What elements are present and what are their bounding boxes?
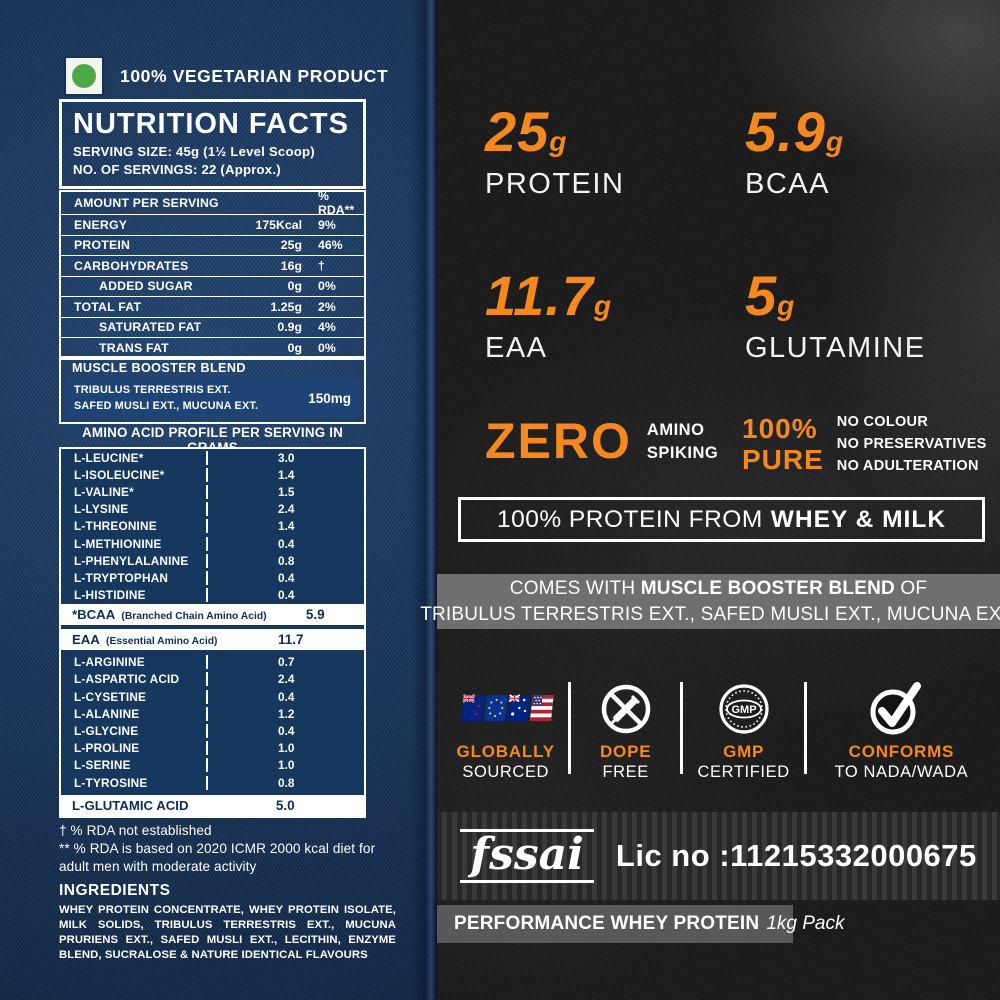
glutamic-acid-row: L-GLUTAMIC ACID 5.0 <box>61 795 364 817</box>
table-row: TOTAL FAT 1.25g 2% <box>61 296 364 317</box>
amino-acid-table: L-LEUCINE* 3.0 L-ISOLEUCINE* 1.4 L-VALINE*… <box>59 447 366 819</box>
footnote-dagger: † % RDA not established <box>59 823 212 838</box>
product-name-banner: PERFORMANCE WHEY PROTEIN 1kg Pack <box>437 905 844 943</box>
separator <box>804 682 807 774</box>
bcaa-value: 5.9 <box>305 606 325 622</box>
amino-row: L-ARGININE 0.7 <box>61 653 364 671</box>
amino-row: L-GLYCINE 0.4 <box>61 722 364 740</box>
stat-glutamine: 5g GLUTAMINE <box>745 264 926 364</box>
servings-count: NO. OF SERVINGS: 22 (Approx.) <box>73 162 281 178</box>
amino-row: L-PHENYLALANINE 0.8 <box>61 552 364 570</box>
table-row: TRANS FAT 0g 0% <box>61 337 364 358</box>
amino-row: L-CYSETINE 0.4 <box>61 688 364 706</box>
table-row: CARBOHYDRATES 16g † <box>61 255 364 276</box>
highlights-panel: 25g PROTEIN 5.9g BCAA 11.7g EAA 5g GLUTA… <box>420 0 1000 1000</box>
footnote-rda: ** % RDA is based on 2020 ICMR 2000 kcal… <box>59 841 376 875</box>
table-row: ENERGY 175Kcal 9% <box>61 214 364 235</box>
amino-row: L-PROLINE 1.0 <box>61 739 364 757</box>
protein-source-box: 100% PROTEIN FROM WHEY & MILK <box>458 497 985 542</box>
amino-row: L-TYROSINE 0.8 <box>61 774 364 792</box>
booster-header: MUSCLE BOOSTER BLEND <box>72 361 246 375</box>
bcaa-total-row: *BCAA (Branched Chain Amino Acid) 5.9 <box>61 603 364 625</box>
fssai-logo: fssai <box>460 829 594 883</box>
bcaa-name: *BCAA <box>72 606 115 622</box>
badge-conforms: CONFORMS TO NADA/WADA <box>807 680 996 783</box>
divider <box>61 791 364 796</box>
col-rda: % RDA** <box>318 189 355 217</box>
muscle-booster-blend-box: MUSCLE BOOSTER BLEND TRIBULUS TERRESTRIS… <box>59 356 366 425</box>
divider <box>61 624 364 629</box>
table-row: SATURATED FAT 0.9g 4% <box>61 316 364 338</box>
nutrition-panel: 100% VEGETARIAN PRODUCT NUTRITION FACTS … <box>0 0 437 1000</box>
veg-mark-icon <box>64 56 104 96</box>
glutamic-value: 5.0 <box>275 798 295 814</box>
badge-gmp-certified: GMP GMP CERTIFIED <box>683 680 804 783</box>
amino-row: L-ALANINE 1.2 <box>61 705 364 723</box>
stat-protein: 25g PROTEIN <box>485 100 625 200</box>
glutamic-name: L-GLUTAMIC ACID <box>72 798 189 814</box>
separator <box>568 682 571 774</box>
col-amount-per-serving: AMOUNT PER SERVING <box>74 196 219 210</box>
nutrition-facts-title: NUTRITION FACTS <box>73 108 349 140</box>
booster-row: TRIBULUS TERRESTRIS EXT. SAFED MUSLI EXT… <box>65 379 360 419</box>
badge-dope-free: DOPE FREE <box>571 680 681 783</box>
ingredients-text: WHEY PROTEIN CONCENTRATE, WHEY PROTEIN I… <box>59 904 396 962</box>
booster-amount: 150mg <box>308 391 351 407</box>
table-row: PROTEIN 25g 46% <box>61 234 364 256</box>
amino-row: L-ASPARTIC ACID 2.4 <box>61 670 364 689</box>
hundred-percent-pure: 100% PURE NO COLOUR NO PRESERVATIVES NO … <box>742 412 987 475</box>
eaa-total-row: EAA (Essential Amino Acid) 11.7 <box>61 628 364 650</box>
fssai-license-number: Lic no :11215332000675 <box>615 838 977 873</box>
stat-bcaa: 5.9g BCAA <box>745 100 844 200</box>
amino-row: L-TRYPTOPHAN 0.4 <box>61 569 364 587</box>
global-flags-icon <box>458 680 554 738</box>
divider <box>61 649 364 654</box>
booster-line1: TRIBULUS TERRESTRIS EXT. <box>74 384 231 396</box>
veg-label: 100% VEGETARIAN PRODUCT <box>120 65 389 86</box>
table-header: AMOUNT PER SERVING % RDA** <box>61 189 364 217</box>
eaa-value: 11.7 <box>277 631 304 647</box>
dope-free-icon <box>599 680 653 738</box>
booster-banner: COMES WITH MUSCLE BOOSTER BLEND OF TRIBU… <box>420 574 1000 629</box>
green-dot-icon <box>72 64 96 88</box>
fssai-license-bar: fssai Lic no :11215332000675 <box>437 812 1000 900</box>
amino-row: L-METHIONINE 0.4 <box>61 534 364 553</box>
checkmark-icon <box>869 680 933 738</box>
amino-row: L-HISTIDINE 0.4 <box>61 586 364 604</box>
stat-eaa: 11.7g EAA <box>485 264 612 364</box>
booster-line2: SAFED MUSLI EXT., MUCUNA EXT. <box>74 399 259 412</box>
amino-row: L-LEUCINE* 3.0 <box>61 449 364 467</box>
bcaa-note: (Branched Chain Amino Acid) <box>121 610 267 622</box>
amino-row: L-VALINE* 1.5 <box>61 483 364 501</box>
separator <box>680 682 683 774</box>
zero-amino-spiking: ZERO AMINO SPIKING <box>485 413 719 469</box>
amino-row: L-ISOLEUCINE* 1.4 <box>61 466 364 484</box>
amino-row: L-THREONINE 1.4 <box>61 517 364 535</box>
eaa-note: (Essential Amino Acid) <box>106 635 218 647</box>
gmp-badge-icon: GMP <box>717 680 771 738</box>
serving-size: SERVING SIZE: 45g (1½ Level Scoop) <box>73 144 315 160</box>
footnotes: † % RDA not established ** % RDA is base… <box>59 822 395 877</box>
vegetarian-badge: 100% VEGETARIAN PRODUCT <box>64 56 388 96</box>
nutrition-facts-box: NUTRITION FACTS SERVING SIZE: 45g (1½ Le… <box>59 99 366 190</box>
certification-badges: GLOBALLY SOURCED DOPE FREE <box>443 680 996 783</box>
badge-globally-sourced: GLOBALLY SOURCED <box>443 680 568 783</box>
amino-row: L-SERINE 1.0 <box>61 756 364 774</box>
denim-fold-shade <box>411 0 437 1000</box>
table-row: ADDED SUGAR 0g 0% <box>61 275 364 297</box>
eaa-name: EAA <box>72 631 100 647</box>
svg-text:GMP: GMP <box>731 704 756 716</box>
nutrition-table: AMOUNT PER SERVING % RDA** ENERGY 175Kca… <box>59 189 366 360</box>
amino-row: L-LYSINE 2.4 <box>61 500 364 518</box>
ingredients-title: INGREDIENTS <box>59 882 171 899</box>
